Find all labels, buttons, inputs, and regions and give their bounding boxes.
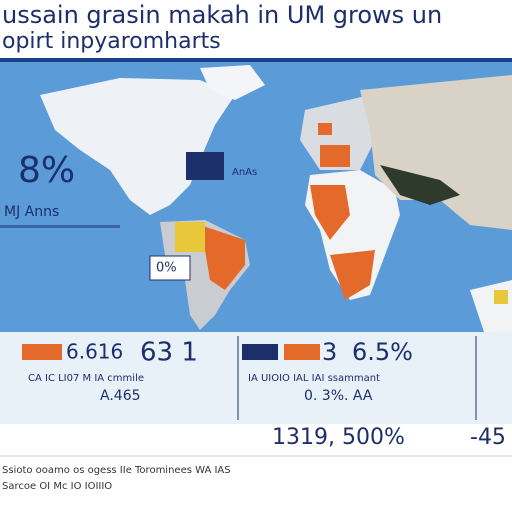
europe-highlight xyxy=(320,145,350,167)
africa-highlight-south xyxy=(330,250,375,300)
stat-swatch xyxy=(22,344,62,360)
stat-swatch xyxy=(284,344,320,360)
big-stat-caption: MJ Anns xyxy=(4,204,59,220)
big-stat: 8% xyxy=(18,150,75,191)
header xyxy=(0,0,512,58)
stat-value: 6.5% xyxy=(352,338,413,366)
yellow-region xyxy=(175,222,205,252)
stat-value: 63 1 xyxy=(140,338,198,368)
north-america xyxy=(40,78,235,215)
total: 1319, 500% xyxy=(272,425,405,450)
africa-highlight-north xyxy=(310,185,350,240)
asia-border-region xyxy=(380,165,460,205)
map-box-label: AnAs xyxy=(232,167,257,178)
australia-highlight xyxy=(494,290,508,304)
greenland xyxy=(200,65,265,100)
south-america-highlight xyxy=(200,225,245,290)
stat-caption: CA IC LI07 M IA cmmile xyxy=(28,373,144,384)
footer-line: Ssioto ooamo os ogess IIe Torominees WA … xyxy=(2,465,231,476)
map-box xyxy=(186,152,224,180)
stat-value: 3 xyxy=(322,338,337,366)
footer-line: Sarcoe OI Mc IO IOIIIO xyxy=(2,481,112,492)
stat-caption: IA UIOIO IAL IAI ssammant xyxy=(248,373,380,384)
header-rule xyxy=(0,58,512,62)
stat-note: 0. 3%. AA xyxy=(304,388,373,404)
dotted-rule xyxy=(0,225,120,228)
title: ussain grasin makah in UM grows un xyxy=(2,1,442,29)
sa-label-box xyxy=(149,255,191,281)
europe-highlight-small xyxy=(318,123,332,135)
sa-label: 0% xyxy=(156,261,177,276)
subtitle: opirt inpyaromharts xyxy=(2,29,221,54)
stat-value: 6.616 xyxy=(66,340,123,364)
total: -45 xyxy=(470,425,506,450)
stat-note: A.465 xyxy=(100,388,141,404)
stat-swatch xyxy=(242,344,278,360)
